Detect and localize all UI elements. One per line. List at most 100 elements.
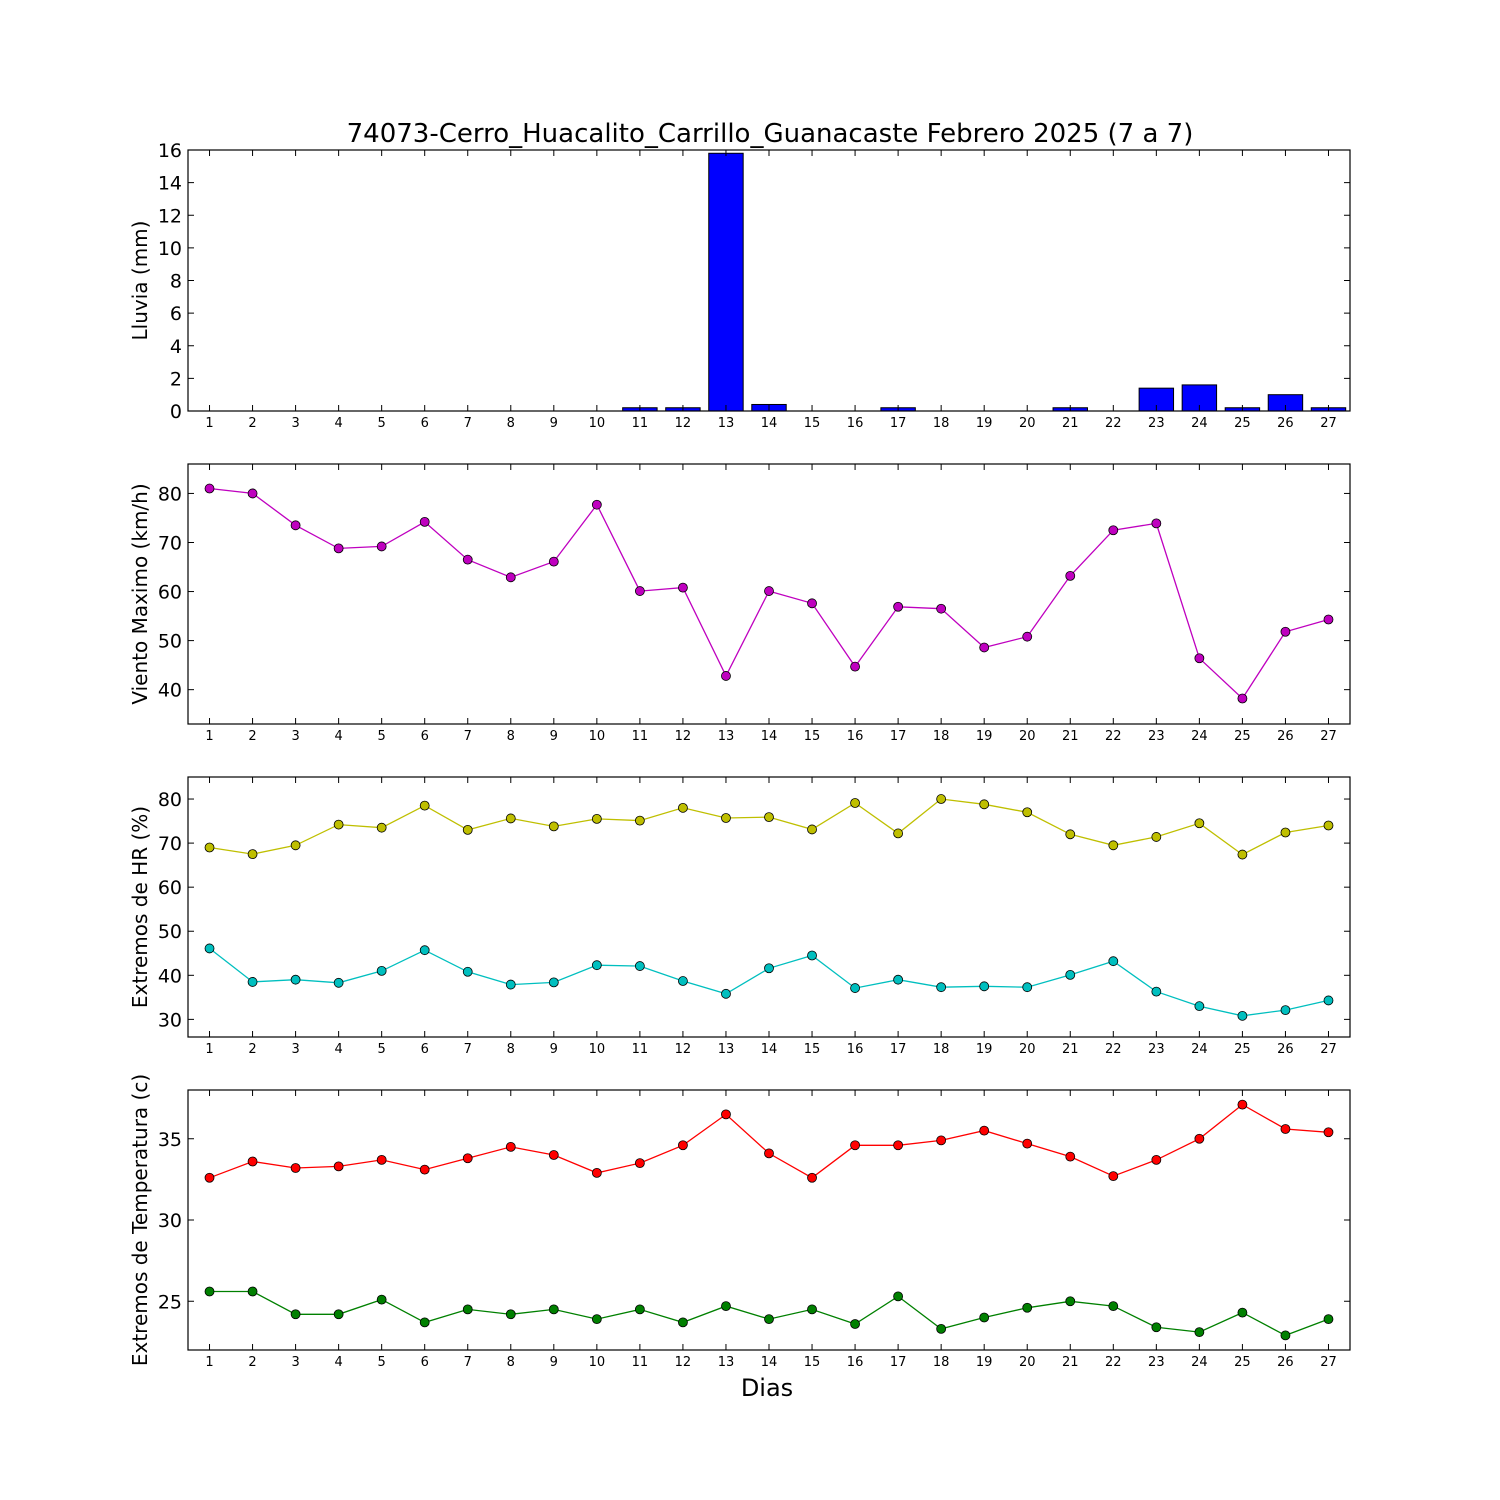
data-point [204, 1286, 215, 1297]
x-tick-label: 12 [675, 729, 692, 744]
x-tick-label: 27 [1320, 729, 1337, 744]
data-point [1194, 818, 1205, 829]
x-tick-label: 7 [464, 416, 472, 431]
data-point [591, 960, 602, 971]
y-axis-label: Extremos de Temperatura (c) [128, 1074, 152, 1366]
data-point [721, 1109, 731, 1120]
data-point [1151, 1154, 1162, 1165]
y-tick-label: 10 [158, 238, 182, 260]
y-tick-label: 50 [158, 921, 182, 943]
data-point [764, 1148, 774, 1159]
x-tick-label: 25 [1234, 1355, 1251, 1370]
x-tick-label: 24 [1191, 416, 1208, 431]
data-point [634, 961, 645, 971]
y-tick-label: 12 [158, 205, 182, 227]
y-tick-label: 40 [158, 965, 182, 987]
x-tick-label: 2 [248, 1042, 256, 1057]
x-tick-label: 25 [1234, 416, 1251, 431]
y-tick-label: 80 [158, 483, 182, 505]
data-point [893, 1140, 904, 1151]
data-point [376, 1154, 387, 1165]
panel-1: 1 2 3 4 5 6 7 8 9 10 11 12 13 14 15 16 17 18 19 20 21 22 23 24 2… [128, 140, 1351, 431]
data-point [462, 1304, 473, 1315]
data-point [376, 1294, 387, 1305]
x-tick-label: 14 [761, 1042, 778, 1057]
x-tick-label: 13 [718, 1042, 735, 1057]
x-tick-label: 17 [890, 1355, 907, 1370]
x-tick-label: 6 [421, 729, 429, 744]
x-tick-label: 5 [378, 416, 386, 431]
x-tick-label: 22 [1105, 1355, 1122, 1370]
data-point [204, 1172, 215, 1183]
data-point [1194, 1001, 1205, 1012]
y-tick-label: 60 [158, 582, 182, 604]
data-point [807, 1172, 817, 1183]
x-tick-label: 1 [205, 416, 213, 431]
data-point [893, 828, 904, 839]
x-tick-label: 17 [890, 1042, 907, 1057]
data-point [807, 950, 817, 961]
x-tick-label: 8 [507, 729, 515, 744]
x-tick-label: 22 [1105, 416, 1122, 431]
x-tick-label: 15 [804, 729, 821, 744]
data-point [1280, 1124, 1291, 1134]
x-tick-label: 10 [589, 416, 606, 431]
data-point [419, 1317, 430, 1328]
data-point [1022, 807, 1033, 818]
x-tick-label: 18 [933, 729, 950, 744]
x-tick-label: 19 [976, 1042, 993, 1057]
data-point [376, 822, 387, 833]
y-tick-label: 14 [158, 173, 182, 195]
x-tick-label: 24 [1191, 1355, 1208, 1370]
bar [708, 152, 744, 412]
data-point [807, 824, 817, 835]
data-point [548, 977, 559, 988]
data-point [591, 499, 602, 510]
x-tick-label: 27 [1320, 1355, 1337, 1370]
data-point [505, 572, 516, 583]
x-tick-label: 16 [847, 416, 864, 431]
panel-3: 1 2 3 4 5 6 7 8 9 10 11 12 13 14 15 16 17 18 19 20 21 22 23 24 2… [128, 776, 1351, 1057]
data-point [1151, 518, 1162, 529]
x-tick-label: 13 [718, 1355, 735, 1370]
data-point [979, 642, 990, 653]
x-tick-label: 5 [378, 1355, 386, 1370]
data-point [1237, 1010, 1248, 1021]
data-point [1108, 525, 1119, 536]
data-point [893, 974, 904, 985]
y-tick-label: 8 [170, 271, 182, 293]
x-tick-label: 7 [464, 1355, 472, 1370]
x-tick-label: 13 [718, 729, 735, 744]
x-tick-label: 8 [507, 1042, 515, 1057]
y-axis-label: Extremos de HR (%) [128, 806, 152, 1008]
data-point [678, 1140, 688, 1151]
x-tick-label: 24 [1191, 1042, 1208, 1057]
x-tick-label: 21 [1062, 729, 1079, 744]
data-point [721, 1301, 731, 1312]
x-tick-label: 2 [248, 1355, 256, 1370]
data-point [721, 813, 731, 823]
data-point [1323, 995, 1334, 1006]
x-tick-label: 11 [632, 416, 649, 431]
data-point [548, 821, 559, 832]
data-point [979, 799, 990, 810]
data-point [807, 1304, 817, 1315]
data-point [1022, 1302, 1033, 1313]
x-tick-label: 23 [1148, 729, 1165, 744]
data-point [1280, 1005, 1291, 1016]
data-point [1108, 956, 1119, 967]
x-tick-label: 6 [421, 1355, 429, 1370]
y-tick-label: 0 [170, 401, 182, 423]
data-point [1323, 1127, 1334, 1138]
y-tick-label: 70 [158, 532, 182, 554]
data-point [634, 815, 645, 826]
data-point [419, 516, 430, 527]
data-point [419, 945, 430, 956]
x-tick-label: 12 [675, 1042, 692, 1057]
data-point [290, 840, 301, 851]
data-point [204, 943, 215, 954]
x-tick-label: 15 [804, 1042, 821, 1057]
data-point [376, 965, 387, 976]
data-point [247, 1156, 258, 1167]
data-point [462, 1153, 473, 1164]
